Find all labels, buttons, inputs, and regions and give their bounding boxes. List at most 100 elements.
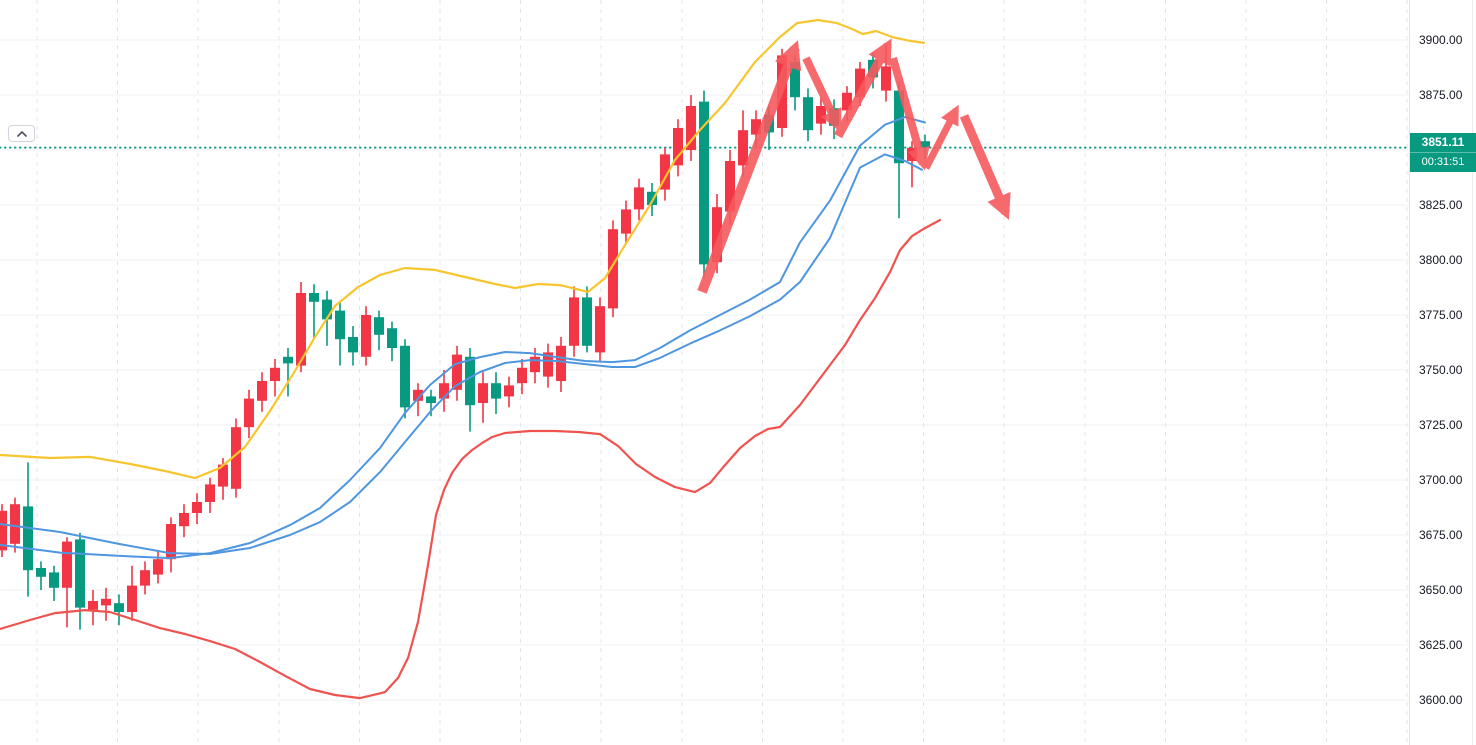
candle (257, 381, 267, 401)
candle (140, 570, 150, 586)
candle (465, 356, 475, 406)
candle (842, 92, 852, 111)
candle (439, 383, 449, 399)
candle (751, 119, 761, 135)
axis-tick-label: 3675.00 (1419, 528, 1463, 542)
candle (491, 383, 501, 399)
candle (36, 568, 46, 577)
candle (114, 603, 124, 612)
axis-tick-label: 3650.00 (1419, 583, 1463, 597)
candle (725, 161, 735, 212)
axis-tick-label: 3775.00 (1419, 308, 1463, 322)
candle (569, 297, 579, 346)
candle (10, 504, 20, 544)
candle (634, 187, 644, 210)
candle (231, 427, 241, 489)
candlestick-series (0, 44, 930, 630)
axis-tick-label: 3825.00 (1419, 198, 1463, 212)
candle (517, 367, 527, 384)
trend-arrow[interactable] (834, 38, 892, 139)
candle (582, 297, 592, 346)
candle (413, 389, 423, 401)
candle (296, 293, 306, 366)
axis-tick-label: 3900.00 (1419, 33, 1463, 47)
candle (179, 513, 189, 527)
vertical-gridlines (36, 0, 1408, 745)
candle (127, 585, 137, 612)
candle (686, 106, 696, 150)
candle (309, 293, 319, 302)
collapse-button[interactable] (8, 125, 35, 142)
trend-arrows-annotation[interactable] (697, 38, 1011, 294)
axis-tick-label: 3725.00 (1419, 418, 1463, 432)
candle (335, 310, 345, 340)
upper-band-line (0, 18, 926, 480)
candle (530, 356, 540, 373)
candle (400, 345, 410, 408)
candle (790, 62, 800, 98)
bar-countdown: 00:31:51 (1410, 152, 1476, 172)
candle (348, 337, 358, 353)
price-axis[interactable]: 3851.11 00:31:51 3900.00 3875.00 3825.00 38… (1409, 0, 1476, 745)
candle (23, 506, 33, 571)
candle (49, 572, 59, 588)
candle (62, 541, 72, 588)
lower-band-line (0, 218, 942, 700)
candle (101, 598, 111, 606)
candle (361, 315, 371, 357)
axis-tick-label: 3875.00 (1419, 88, 1463, 102)
candle (556, 345, 566, 381)
trend-arrow[interactable] (697, 40, 802, 294)
candle (153, 559, 163, 575)
candle (88, 601, 98, 610)
candle (452, 354, 462, 390)
trend-arrow[interactable] (922, 104, 960, 170)
candle (699, 101, 709, 265)
candle (660, 154, 670, 190)
trend-arrow[interactable] (889, 57, 930, 171)
candle (543, 352, 553, 377)
candle (894, 90, 904, 164)
candle (192, 502, 202, 513)
trend-arrow[interactable] (959, 114, 1011, 220)
candle (205, 484, 215, 502)
current-price: 3851.11 (1410, 133, 1476, 152)
candle (881, 66, 891, 91)
axis-tick-label: 3625.00 (1419, 638, 1463, 652)
candle (166, 524, 176, 560)
chevron-up-icon (16, 130, 27, 137)
candle (244, 398, 254, 428)
candle (218, 464, 228, 487)
candle (712, 207, 722, 263)
axis-tick-label: 3700.00 (1419, 473, 1463, 487)
candle (504, 385, 514, 397)
candle (283, 356, 293, 364)
candle (595, 306, 605, 353)
candle (738, 130, 748, 166)
candle (322, 299, 332, 320)
ma-fast-line (0, 116, 926, 560)
price-chart[interactable] (0, 0, 1410, 745)
candle (426, 396, 436, 403)
candle (920, 141, 930, 148)
candle (855, 68, 865, 98)
candle (673, 128, 683, 166)
candle (816, 106, 826, 124)
candle (647, 191, 657, 205)
candle (0, 510, 7, 551)
candle (803, 97, 813, 131)
candle (387, 328, 397, 348)
candle (621, 209, 631, 234)
candle (374, 317, 384, 335)
trend-arrow[interactable] (802, 56, 842, 133)
ma-slow-line (0, 153, 923, 555)
candle (270, 367, 280, 381)
axis-tick-label: 3750.00 (1419, 363, 1463, 377)
candle (608, 229, 618, 309)
current-price-badge: 3851.11 00:31:51 (1410, 133, 1476, 172)
candle (478, 383, 488, 403)
candle (75, 539, 85, 608)
axis-tick-label: 3800.00 (1419, 253, 1463, 267)
axis-tick-label: 3600.00 (1419, 693, 1463, 707)
